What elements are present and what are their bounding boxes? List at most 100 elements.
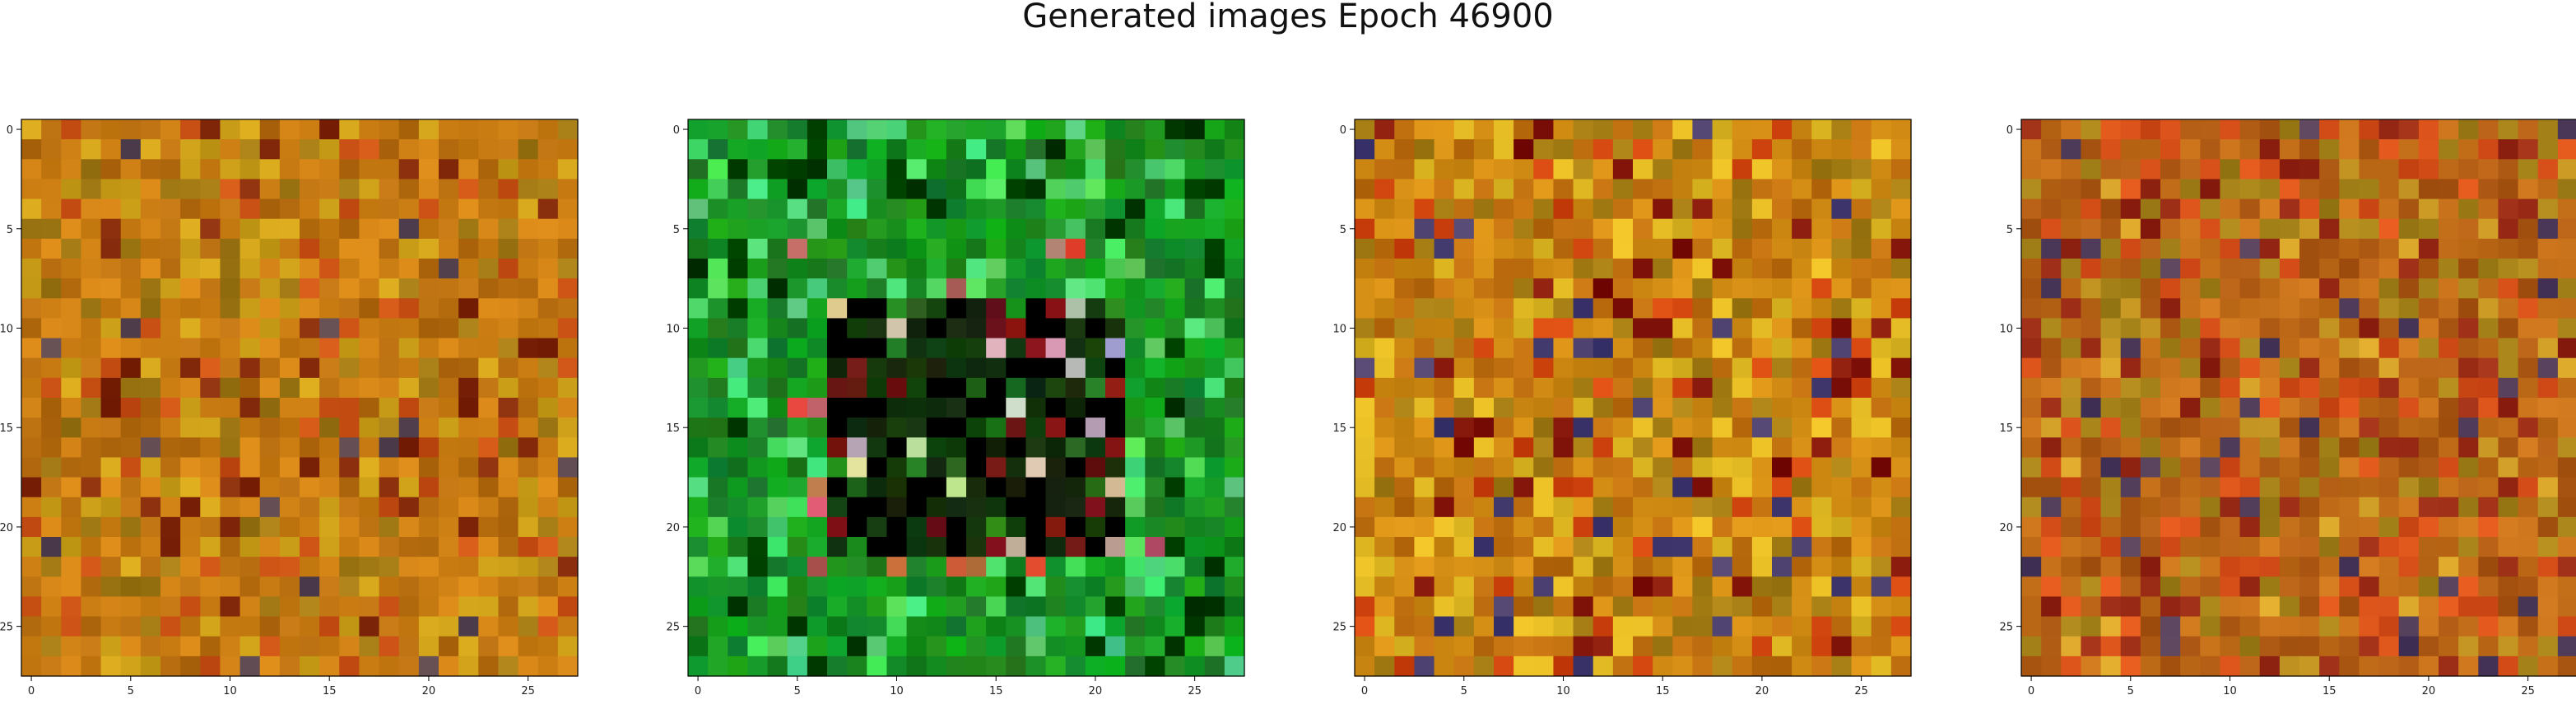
heatmap-cell <box>728 616 749 637</box>
heatmap-cell <box>140 537 161 557</box>
heatmap-cell <box>458 119 479 140</box>
heatmap-cell <box>2518 198 2539 220</box>
heatmap-cell <box>1394 338 1416 359</box>
heatmap-cell <box>239 596 261 618</box>
heatmap-cell <box>498 437 519 459</box>
heatmap-cell <box>1692 537 1713 557</box>
heatmap-cell <box>2557 497 2576 518</box>
heatmap-cell <box>259 377 281 399</box>
heatmap-cell <box>1672 377 1694 399</box>
heatmap-cell <box>2418 557 2439 577</box>
heatmap-cell <box>966 537 987 557</box>
heatmap-cell <box>1672 298 1694 320</box>
heatmap-cell <box>1105 218 1126 240</box>
heatmap-cell <box>1831 338 1853 359</box>
heatmap-cell <box>847 218 867 240</box>
heatmap-cell <box>458 139 479 160</box>
heatmap-cell <box>279 377 300 399</box>
heatmap-cell <box>1692 655 1713 677</box>
heatmap-cell <box>2160 377 2181 399</box>
heatmap-cell <box>2021 259 2042 279</box>
heatmap-cell <box>259 179 281 200</box>
heatmap-cell <box>1125 139 1146 160</box>
heatmap-cell <box>1085 557 1106 577</box>
heatmap-cell <box>2359 516 2380 538</box>
heatmap-cell <box>1145 159 1166 180</box>
heatmap-cell <box>2259 576 2281 598</box>
heatmap-cell <box>867 318 888 339</box>
heatmap-cell <box>61 238 82 259</box>
heatmap-cell <box>359 338 380 359</box>
heatmap-cell <box>1672 417 1694 438</box>
heatmap-cell <box>1792 398 1812 418</box>
heatmap-cell <box>478 278 500 299</box>
heatmap-cell <box>1105 616 1126 637</box>
heatmap-cell <box>1494 457 1514 478</box>
heatmap-cell <box>2220 238 2241 259</box>
heatmap-cell <box>1692 119 1713 140</box>
heatmap-cell <box>1533 477 1555 498</box>
heatmap-cell <box>2518 417 2539 438</box>
heatmap-cell <box>886 655 908 677</box>
heatmap-cell <box>906 557 928 577</box>
heatmap-cell <box>2537 497 2559 518</box>
heatmap-cell <box>2061 537 2082 557</box>
heatmap-cell <box>906 259 928 279</box>
heatmap-cell <box>339 259 360 279</box>
heatmap-cell <box>1792 457 1812 478</box>
heatmap-cell <box>1065 298 1086 320</box>
heatmap-cell <box>2021 338 2042 359</box>
heatmap-cell <box>2160 318 2181 339</box>
heatmap-cell <box>1692 616 1713 637</box>
heatmap-cell <box>2120 655 2141 677</box>
heatmap-cell <box>1653 398 1673 418</box>
heatmap-cell <box>1085 139 1106 160</box>
heatmap-cell <box>2021 377 2042 399</box>
heatmap-cell <box>1355 437 1375 459</box>
heatmap-cell <box>259 477 281 498</box>
heatmap-cell <box>2239 537 2261 557</box>
heatmap-cell <box>966 557 987 577</box>
heatmap-cell <box>1772 139 1793 160</box>
heatmap-cell <box>2557 477 2576 498</box>
heatmap-cell <box>398 477 420 498</box>
heatmap-cell <box>1533 616 1555 637</box>
heatmap-cell <box>2120 198 2141 220</box>
heatmap-cell <box>2359 655 2380 677</box>
heatmap-cell <box>1065 636 1086 657</box>
heatmap-cell <box>2439 218 2459 240</box>
heatmap-cell <box>1514 159 1534 180</box>
heatmap-cell <box>220 179 241 200</box>
heatmap-cell <box>2478 159 2499 180</box>
heatmap-cell <box>398 218 420 240</box>
heatmap-cell <box>1085 596 1106 618</box>
x-tick-label: 20 <box>1089 685 1103 697</box>
heatmap-cell <box>557 119 579 140</box>
heatmap-cell <box>1533 259 1555 279</box>
heatmap-cell <box>1514 377 1534 399</box>
heatmap-cell <box>847 655 867 677</box>
heatmap-cell <box>1045 338 1067 359</box>
heatmap-cell <box>1355 119 1375 140</box>
heatmap-cell <box>1514 576 1534 598</box>
heatmap-cell <box>100 437 122 459</box>
heatmap-cell <box>2398 298 2420 320</box>
heatmap-cell <box>239 338 261 359</box>
heatmap-cell <box>1533 298 1555 320</box>
heatmap-cell <box>827 278 848 299</box>
heatmap-cell <box>1165 119 1186 140</box>
heatmap-cell <box>2239 437 2261 459</box>
heatmap-cell <box>1494 278 1514 299</box>
heatmap-cell <box>379 377 400 399</box>
heatmap-cell <box>518 398 539 418</box>
heatmap-cell <box>2537 616 2559 637</box>
heatmap-cell <box>986 557 1007 577</box>
heatmap-cell <box>1414 516 1435 538</box>
heatmap-cell <box>2339 318 2360 339</box>
heatmap-cell <box>747 516 769 538</box>
heatmap-cell <box>418 457 439 478</box>
heatmap-cell <box>1025 218 1047 240</box>
heatmap-cell <box>557 139 579 160</box>
heatmap-cell <box>926 655 947 677</box>
heatmap-cell <box>1224 318 1245 339</box>
